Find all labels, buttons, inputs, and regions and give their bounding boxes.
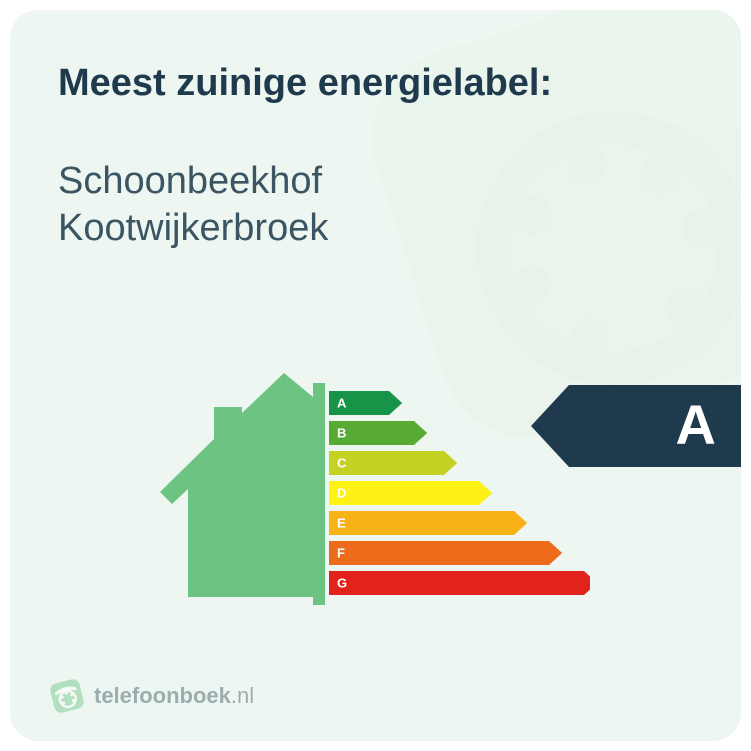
footer-brand: telefoonboek.nl <box>94 683 254 709</box>
energy-chart-svg: ABCDEFG <box>160 371 590 621</box>
energy-bar-label-a: A <box>337 396 347 411</box>
energy-bar-f <box>329 541 562 565</box>
energy-bar-label-b: B <box>337 426 346 441</box>
info-card: Meest zuinige energielabel: Schoonbeekho… <box>10 10 741 741</box>
card-subtitle: Schoonbeekhof Kootwijkerbroek <box>58 158 693 253</box>
energy-label-graphic: ABCDEFG A <box>10 371 741 651</box>
footer: telefoonboek.nl <box>50 679 254 713</box>
rating-letter: A <box>676 392 717 457</box>
rating-badge: A <box>531 385 741 467</box>
energy-bar-label-e: E <box>337 516 346 531</box>
energy-bar-g <box>329 571 590 595</box>
energy-bar-label-c: C <box>337 456 347 471</box>
energy-bar-label-d: D <box>337 486 346 501</box>
house-icon <box>160 373 313 597</box>
energy-bar-d <box>329 481 492 505</box>
footer-brand-suffix: .nl <box>231 683 254 708</box>
card-title: Meest zuinige energielabel: <box>58 62 693 106</box>
subtitle-line-2: Kootwijkerbroek <box>58 207 328 249</box>
chart-divider <box>313 383 325 605</box>
energy-bar-label-g: G <box>337 576 347 591</box>
energy-bar-c <box>329 451 457 475</box>
footer-logo-icon <box>50 679 84 713</box>
energy-bar-e <box>329 511 527 535</box>
subtitle-line-1: Schoonbeekhof <box>58 160 322 202</box>
energy-bar-label-f: F <box>337 546 345 561</box>
footer-brand-bold: telefoonboek <box>94 683 231 708</box>
